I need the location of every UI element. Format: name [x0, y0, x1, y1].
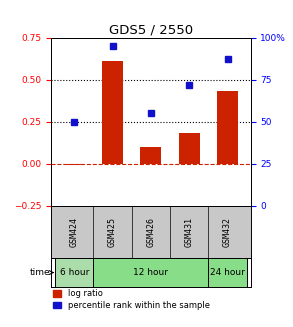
Text: 6 hour: 6 hour [59, 268, 89, 277]
Bar [102, 61, 123, 164]
Text: GSM432: GSM432 [223, 217, 232, 247]
Text: GSM424: GSM424 [70, 217, 79, 247]
Text: 24 hour: 24 hour [210, 268, 245, 277]
Bar [64, 164, 85, 165]
Bar [55, 258, 93, 287]
Text: 12 hour: 12 hour [133, 268, 168, 277]
Text: GSM426: GSM426 [146, 217, 155, 247]
Text: GSM431: GSM431 [185, 217, 194, 247]
Bar [179, 133, 200, 164]
Bar [208, 258, 247, 287]
Text: GSM425: GSM425 [108, 217, 117, 247]
Bar [217, 91, 238, 164]
Bar [140, 147, 161, 164]
Legend: log ratio, percentile rank within the sample: log ratio, percentile rank within the sa… [53, 289, 209, 310]
Text: time: time [30, 268, 50, 277]
Bar [93, 258, 208, 287]
Title: GDS5 / 2550: GDS5 / 2550 [109, 24, 193, 36]
